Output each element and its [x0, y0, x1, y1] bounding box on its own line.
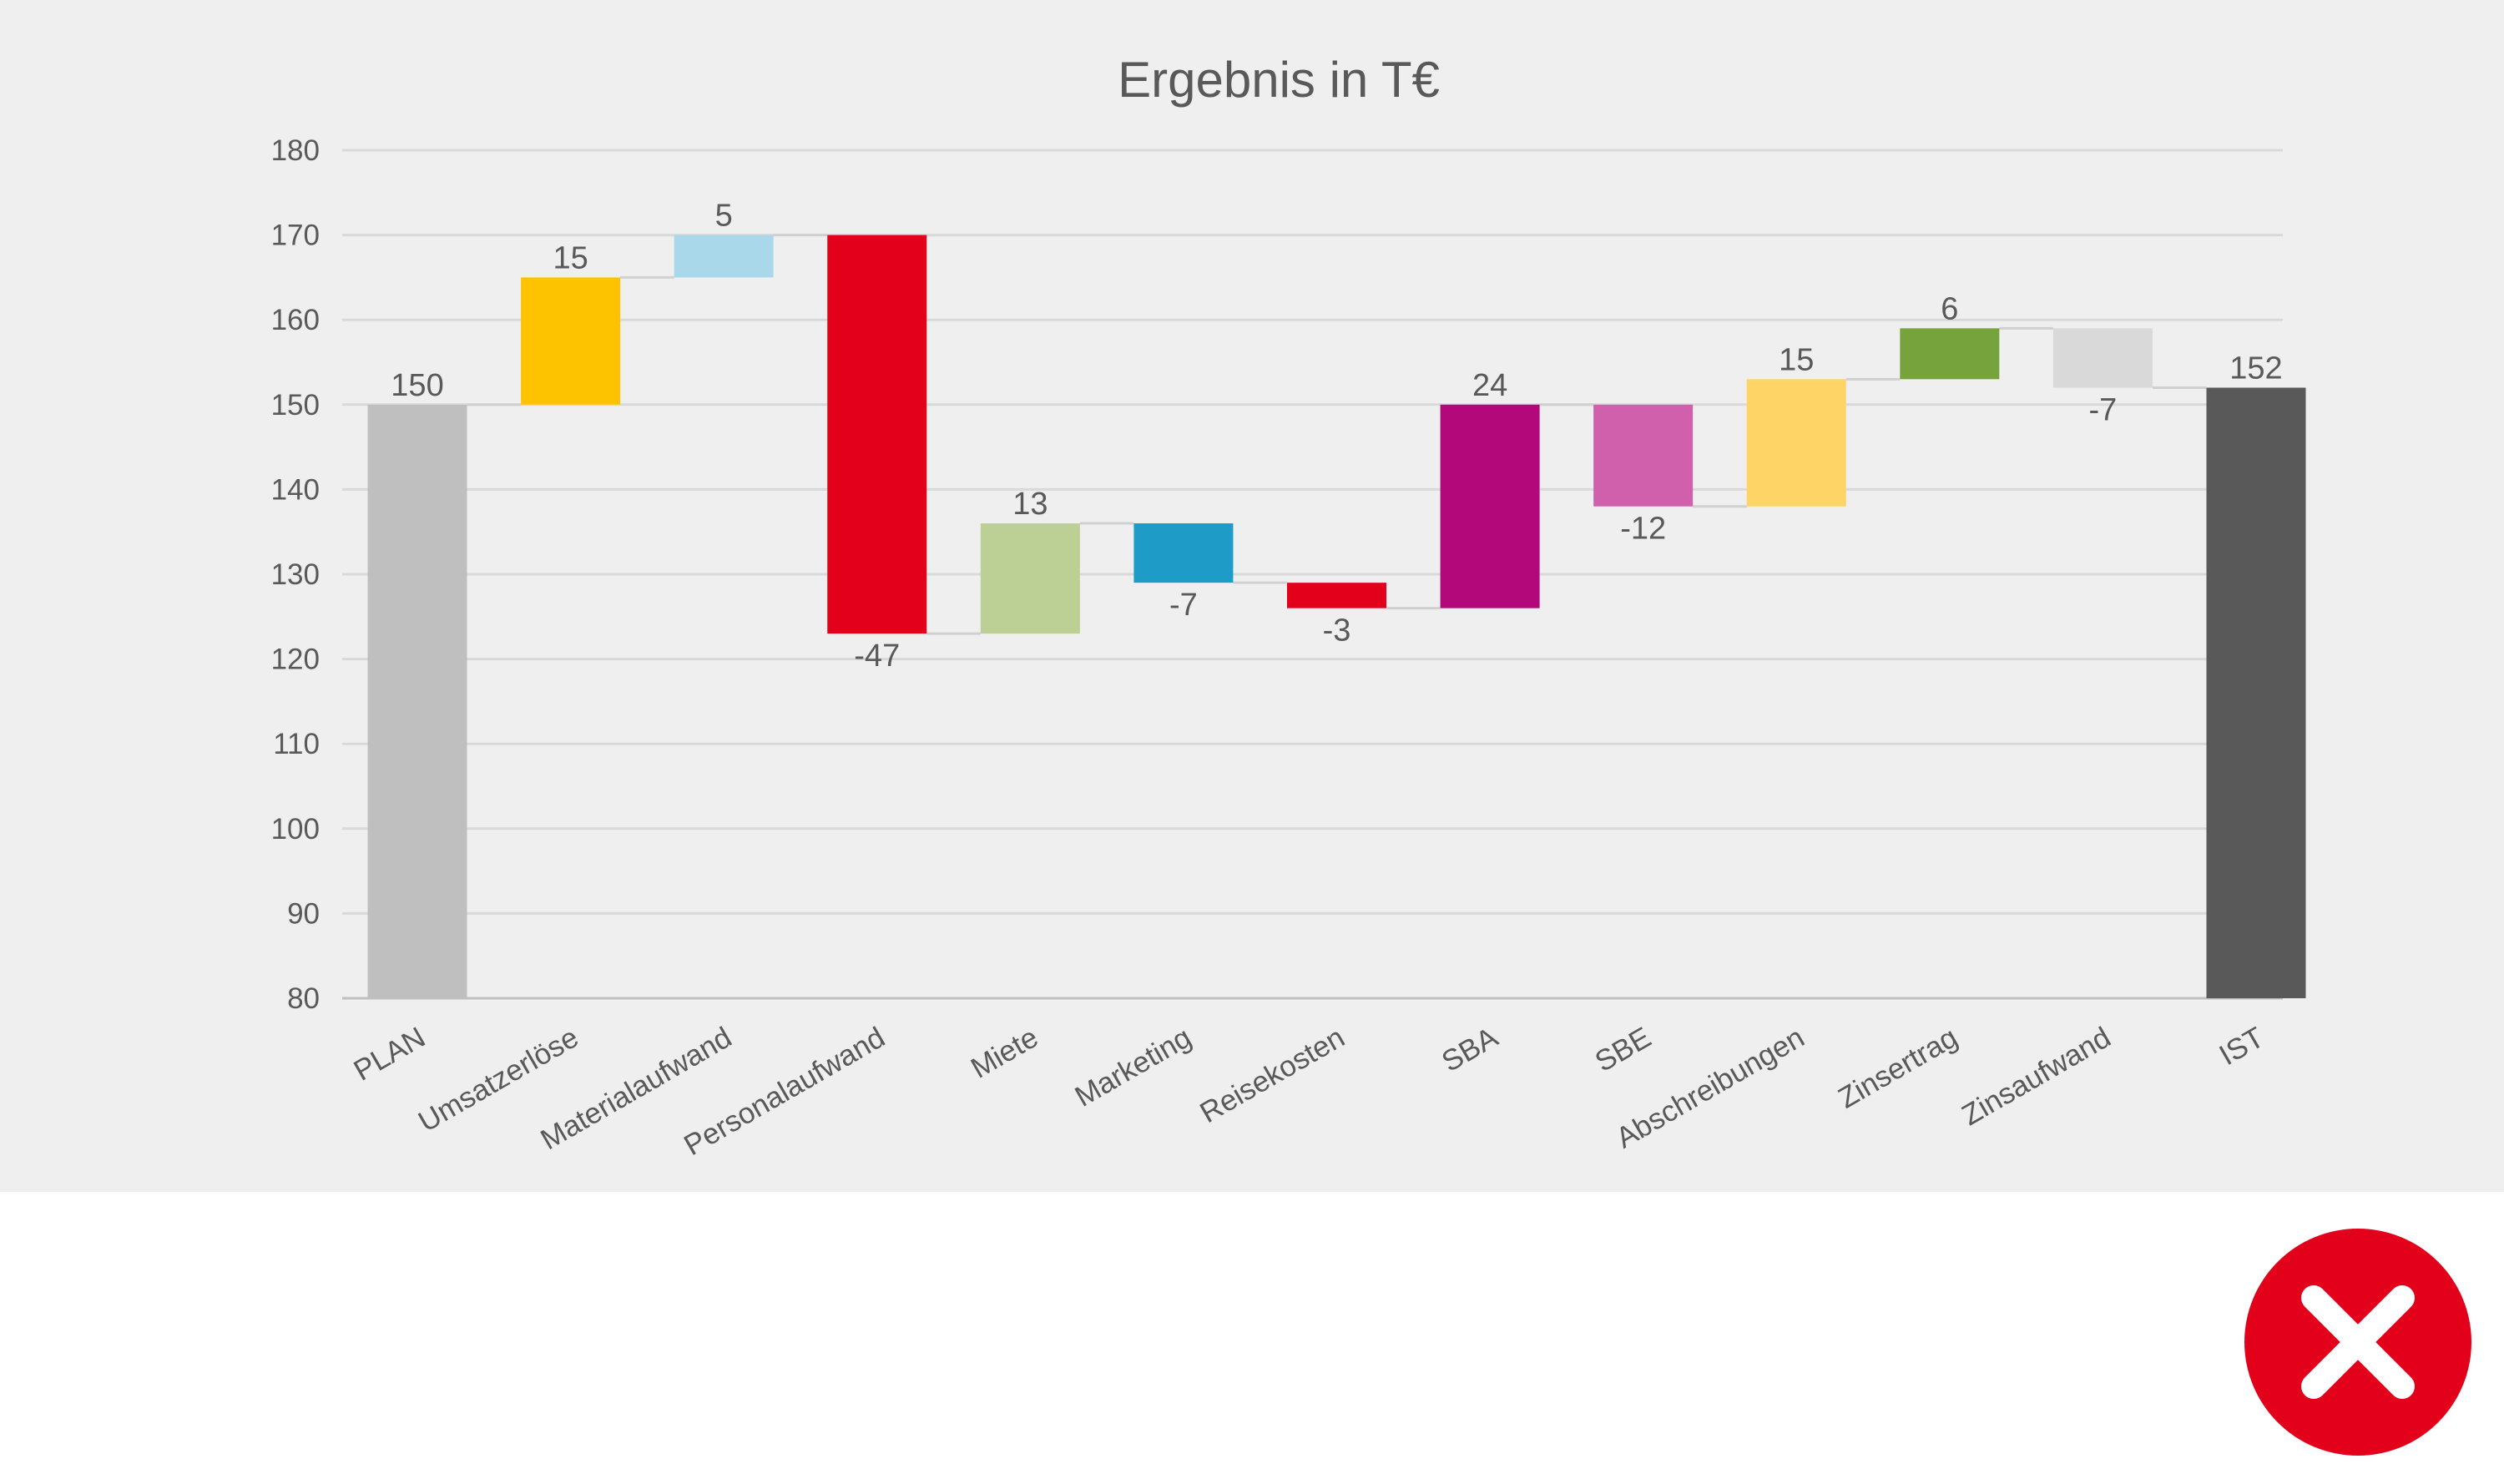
- bar-reisekosten: [1286, 583, 1386, 608]
- wrong-answer-badge: [2244, 1229, 2471, 1456]
- y-tick-label: 110: [273, 728, 320, 760]
- data-label: 15: [553, 240, 588, 275]
- x-category-label: PLAN: [348, 1021, 431, 1087]
- y-tick-label: 90: [287, 897, 320, 930]
- data-label: 13: [1012, 487, 1048, 522]
- bar-plan: [367, 404, 467, 998]
- y-tick-label: 180: [271, 134, 320, 167]
- bar-zinsaufwand: [2052, 328, 2153, 388]
- x-category-label: Marketing: [1069, 1021, 1197, 1113]
- y-tick-label: 80: [287, 982, 320, 1015]
- bar-umsatzerlöse: [521, 277, 621, 405]
- y-tick-label: 130: [271, 558, 320, 591]
- x-category-label: Zinsaufwand: [1956, 1021, 2116, 1132]
- x-axis-categories: PLANUmsatzerlöseMaterialaufwandPersonala…: [348, 1021, 2269, 1162]
- x-category-label: Zinsertrag: [1833, 1021, 1963, 1115]
- waterfall-chart: Ergebnis in T€ 80 90 100 110 120 130 140 150 160…: [271, 52, 2306, 1162]
- bar-abschreibungen: [1746, 379, 1846, 507]
- data-label: -47: [854, 639, 900, 674]
- data-label: -7: [1169, 588, 1198, 623]
- bar-miete: [980, 523, 1080, 634]
- bar-materialaufwand: [674, 235, 774, 278]
- y-tick-label: 150: [271, 389, 320, 421]
- data-label: -12: [1620, 512, 1666, 547]
- gridlines: [342, 149, 2283, 1000]
- y-tick-label: 170: [271, 220, 320, 252]
- data-label: -7: [2089, 392, 2118, 427]
- close-icon: [2301, 1285, 2415, 1399]
- bar-personalaufwand: [827, 235, 927, 634]
- y-tick-label: 120: [271, 644, 320, 676]
- connector-lines: [467, 234, 2207, 635]
- y-tick-label: 100: [271, 813, 320, 845]
- x-category-label: SBA: [1436, 1021, 1504, 1078]
- chart-title: Ergebnis in T€: [1118, 52, 1440, 108]
- y-tick-label: 160: [271, 304, 320, 336]
- x-category-label: Miete: [966, 1021, 1044, 1085]
- data-label: 5: [715, 199, 733, 234]
- chart-panel: Ergebnis in T€ 80 90 100 110 120 130 140 150 160…: [0, 0, 2504, 1192]
- bar-zinsertrag: [1900, 328, 2000, 380]
- data-label: 152: [2229, 351, 2282, 386]
- data-label: 15: [1779, 342, 1814, 377]
- bars: [367, 235, 2306, 999]
- x-category-label: IST: [2214, 1021, 2269, 1072]
- bar-sba: [1440, 404, 1540, 608]
- x-category-label: Reisekosten: [1194, 1021, 1350, 1129]
- data-label: 150: [391, 368, 443, 403]
- x-category-label: SBE: [1590, 1021, 1657, 1078]
- bar-ist: [2206, 387, 2306, 999]
- data-label: -3: [1323, 613, 1351, 649]
- data-labels: 150 15 5 -47 13 -7 -3 24 -12 15 6 -7 152: [391, 199, 2282, 674]
- bar-marketing: [1133, 523, 1234, 583]
- bar-sbe: [1593, 404, 1694, 507]
- data-label: 24: [1472, 368, 1507, 403]
- y-axis-ticks: 80 90 100 110 120 130 140 150 160 170 180: [271, 134, 320, 1015]
- y-tick-label: 140: [271, 473, 320, 506]
- data-label: 6: [1941, 291, 1958, 326]
